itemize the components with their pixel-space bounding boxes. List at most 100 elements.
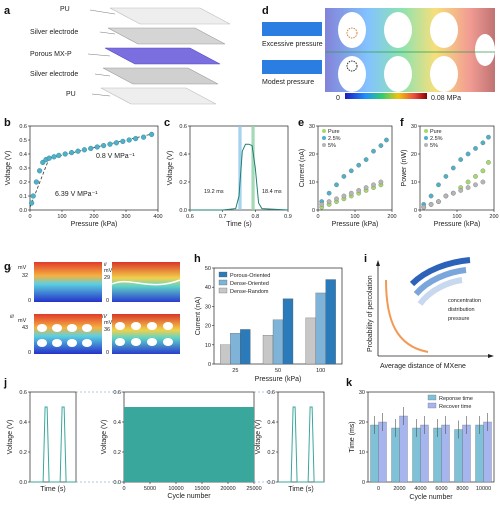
- b-point: [51, 154, 57, 160]
- k-ytick-label: 0: [362, 480, 365, 486]
- f-point-2.5%: [486, 134, 491, 140]
- c-ytick-label: 0.4: [179, 152, 187, 158]
- b-sens-high: 6.39 V MPa⁻¹: [55, 191, 98, 198]
- b-xtick-label: 0: [28, 214, 31, 220]
- k-xtick-label: 4000: [414, 486, 426, 492]
- e-point-5%: [319, 202, 325, 207]
- b-point: [100, 143, 107, 149]
- arrow-concentration: concentration: [448, 298, 481, 304]
- e-point-2.5%: [371, 148, 376, 154]
- e-point-5%: [378, 179, 384, 185]
- j-mid-xlabel: Cycle number: [167, 493, 211, 500]
- h-ylabel: Current (nA): [195, 297, 202, 336]
- modest-inset: [262, 60, 322, 74]
- k-xtick-label: 8000: [456, 486, 468, 492]
- layer-mxp: [104, 47, 221, 65]
- b-fit-high: [29, 158, 50, 208]
- b-point: [33, 179, 40, 185]
- e-xtick-label: 100: [350, 214, 359, 220]
- sub-i: i: [10, 266, 12, 272]
- label-electrode-bottom: Silver electrode: [30, 71, 78, 78]
- f-point-Pure: [486, 160, 491, 165]
- b-point: [29, 200, 35, 206]
- e-point-5%: [356, 188, 362, 193]
- b-xtick-label: 300: [121, 214, 130, 220]
- panel-letter-f: f: [400, 117, 404, 129]
- unit-iii: mV: [18, 318, 27, 324]
- f-legend-label: 2.5%: [430, 136, 443, 142]
- h-xlabel: Pressure (kPa): [255, 376, 302, 383]
- panel-letter-a: a: [4, 5, 11, 17]
- f-legend-label: 5%: [430, 143, 438, 149]
- e-point-2.5%: [363, 157, 369, 162]
- b-ytick-label: 0.5: [19, 138, 27, 144]
- c-xtick-label: 0.6: [186, 214, 194, 220]
- h-bar-Dense-Random: [220, 344, 231, 365]
- b-xlabel: Pressure (kPa): [71, 221, 118, 228]
- e-point-5%: [334, 196, 339, 202]
- panel-letter-e: e: [298, 117, 304, 129]
- h-bar-Dense-Oriented: [272, 319, 284, 365]
- h-bar-Dense-Random: [305, 317, 316, 365]
- f-point-Pure: [480, 168, 486, 174]
- c-line: [190, 143, 289, 211]
- colorbar: [345, 93, 427, 99]
- f-point-2.5%: [428, 193, 434, 199]
- f-point-2.5%: [480, 140, 486, 146]
- e-point-5%: [363, 185, 369, 190]
- unit-i: mV: [18, 265, 27, 271]
- c-ytick-label: 0.2: [179, 180, 187, 186]
- j-right-ytick-label: 0.0: [267, 480, 275, 486]
- b-point: [141, 134, 147, 140]
- b-ytick-label: 0.6: [19, 124, 27, 130]
- b-xtick-label: 100: [57, 214, 66, 220]
- c-rise: 19.2 ms: [204, 189, 224, 195]
- panel-letter-d: d: [262, 5, 269, 17]
- j-left-ylabel: Voltage (V): [7, 420, 14, 455]
- e-legend-marker: [322, 136, 326, 140]
- j-left-xlabel: Time (s): [40, 486, 65, 493]
- j-mid-xtick-label: 10000: [168, 486, 183, 492]
- label-pu-top: PU: [60, 6, 70, 13]
- f-point-5%: [473, 182, 478, 188]
- b-point: [126, 137, 132, 143]
- colorbar-min: 0: [336, 95, 340, 102]
- j-mid-ylabel: Voltage (V): [101, 420, 108, 455]
- f-legend-marker: [424, 143, 428, 147]
- panel-g: g i mV 32 0 ii mV 29 0 iii mV 43 0 iV mV…: [4, 261, 181, 356]
- f-ytick-label: 20: [411, 152, 417, 158]
- f-point-5%: [450, 190, 456, 196]
- panel-d: d: [262, 5, 495, 102]
- f-ytick-label: 0: [414, 208, 417, 214]
- j-mid-ytick-label: 0.6: [113, 390, 121, 396]
- k-ylabel: Time (ms): [349, 421, 356, 452]
- j-mid-ytick-label: 0.0: [113, 480, 121, 486]
- f-point-5%: [436, 199, 441, 204]
- c-xtick-label: 0.8: [252, 214, 260, 220]
- b-point: [94, 144, 100, 150]
- unit-iv: mV: [104, 320, 113, 326]
- f-ytick-label: 30: [411, 124, 417, 130]
- b-point: [133, 136, 139, 142]
- b-point: [107, 141, 113, 147]
- f-xtick-label: 0: [418, 214, 421, 220]
- j-right-ylabel: Voltage (V): [255, 420, 262, 455]
- percolation-curve: [385, 279, 429, 353]
- j-mid-envelope: [124, 407, 254, 482]
- panel-a: a PU Silver electrode Porous MX-P Silver…: [4, 5, 231, 105]
- c-rise-band: [238, 126, 242, 210]
- colorbar-max: 0.08 MPa: [431, 95, 461, 102]
- f-point-5%: [480, 179, 486, 185]
- e-point-2.5%: [348, 168, 354, 174]
- k-xtick-label: 0: [377, 486, 380, 492]
- panel-letter-c: c: [164, 117, 170, 129]
- b-point: [113, 140, 120, 146]
- k-xlabel: Cycle number: [409, 494, 453, 501]
- max-iv: 36: [104, 327, 110, 333]
- field-iii: [34, 314, 102, 354]
- h-legend-marker: [218, 271, 228, 278]
- k-ytick-label: 10: [359, 450, 365, 456]
- zero-iii: 0: [28, 350, 31, 356]
- e-point-5%: [348, 190, 354, 196]
- e-point-5%: [326, 199, 332, 204]
